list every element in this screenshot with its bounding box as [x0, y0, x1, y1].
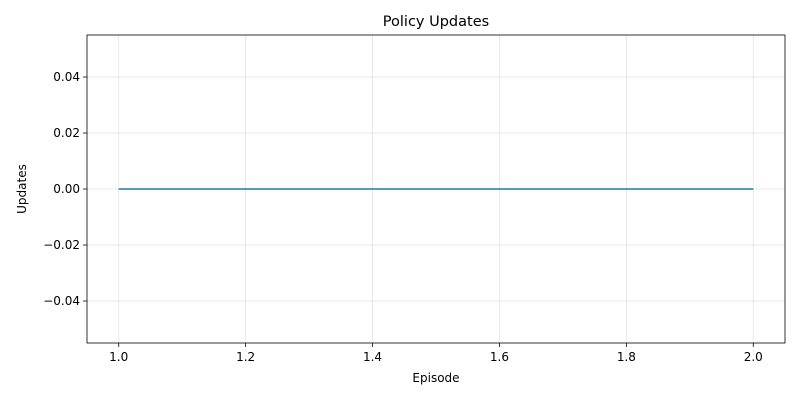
y-axis-label: Updates	[15, 164, 29, 214]
y-tick-label: −0.04	[43, 294, 80, 308]
x-tick-label: 2.0	[744, 350, 763, 364]
y-axis: −0.04 −0.02 0.00 0.02 0.04	[43, 70, 87, 308]
y-tick-label: −0.02	[43, 238, 80, 252]
x-axis-label: Episode	[412, 371, 459, 385]
y-tick-label: 0.04	[53, 70, 80, 84]
chart-title: Policy Updates	[383, 14, 489, 30]
x-tick-label: 1.8	[617, 350, 636, 364]
y-tick-label: 0.00	[53, 182, 80, 196]
y-tick-label: 0.02	[53, 126, 80, 140]
x-tick-label: 1.4	[363, 350, 382, 364]
x-axis: 1.0 1.2 1.4 1.6 1.8 2.0	[109, 343, 763, 364]
x-tick-label: 1.0	[109, 350, 128, 364]
x-tick-label: 1.6	[490, 350, 509, 364]
x-tick-label: 1.2	[236, 350, 255, 364]
